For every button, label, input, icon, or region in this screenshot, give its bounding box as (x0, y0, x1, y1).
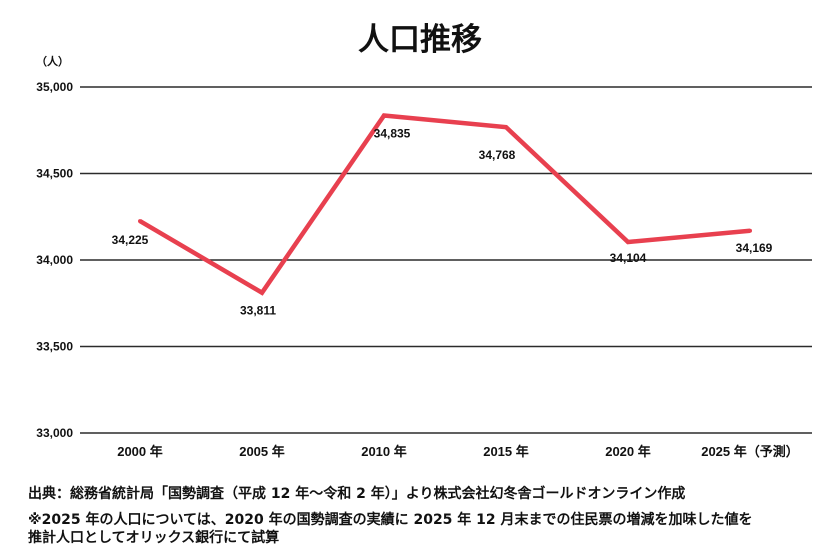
x-tick-label: 2005 年 (239, 444, 285, 459)
data-label: 34,225 (112, 233, 149, 247)
data-point (138, 219, 142, 224)
data-point (748, 228, 752, 233)
series-line (138, 113, 751, 296)
y-tick-label: 33,500 (36, 340, 73, 354)
data-point (260, 290, 264, 295)
data-point (382, 113, 386, 118)
y-tick-label: 34,000 (36, 253, 73, 267)
x-tick-label: 2015 年 (483, 444, 529, 459)
x-tick-label: 2025 年（予測） (701, 444, 799, 459)
source-note: 出典：総務省統計局「国勢調査（平成 12 年〜令和 2 年）」より株式会社幻冬舎… (28, 486, 686, 502)
data-point (504, 125, 508, 130)
y-tick-label: 34,500 (36, 167, 73, 181)
x-tick-label: 2000 年 (117, 444, 163, 459)
y-tick-label: 33,000 (36, 426, 73, 440)
data-point (626, 240, 630, 245)
data-label: 34,104 (610, 251, 647, 265)
footnote-line: 推計人口としてオリックス銀行にて試算 (28, 530, 280, 546)
footnote-line: ※2025 年の人口については、2020 年の国勢調査の実績に 2025 年 1… (28, 512, 753, 528)
x-tick-label: 2020 年 (605, 444, 651, 459)
x-tick-label: 2010 年 (361, 444, 407, 459)
chart-title: 人口推移 (358, 22, 482, 58)
data-label: 34,169 (736, 241, 773, 255)
data-label: 33,811 (240, 304, 276, 318)
data-label: 34,835 (374, 127, 411, 141)
data-label: 34,768 (479, 148, 516, 162)
line-chart: 35,000 34,500 34,000 33,500 33,000 2000 年 2005… (36, 80, 812, 459)
y-tick-label: 35,000 (36, 80, 73, 94)
y-axis-unit-label: （人） (36, 55, 69, 68)
